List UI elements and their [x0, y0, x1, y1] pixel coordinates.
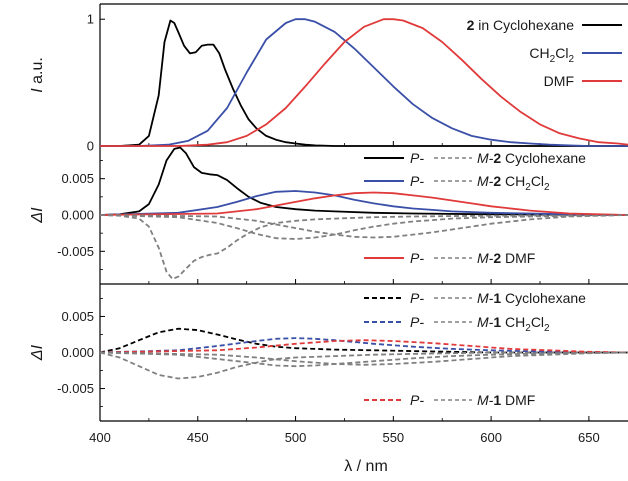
legend-label-p: P- — [410, 250, 424, 266]
legend-label-p: P- — [410, 150, 424, 166]
y-tick-label: -0.005 — [57, 244, 94, 259]
series-p-1-cyclohexane — [99, 327, 628, 354]
legend-label-p: P- — [410, 173, 424, 189]
series-p-1-ch2cl2 — [99, 337, 628, 354]
series-p-2-ch2cl2 — [99, 190, 628, 216]
x-tick-label: 400 — [89, 430, 111, 445]
x-tick-label: 500 — [285, 430, 307, 445]
legend-label: DMF — [544, 73, 574, 89]
series-layer — [99, 18, 628, 380]
series-m-2-ch2cl2 — [99, 214, 628, 240]
legend-label-p: P- — [410, 314, 424, 330]
series-m-1-cyclohexane — [99, 351, 628, 380]
legend-label: CH2Cl2 — [529, 45, 574, 65]
y-tick-label: 0.005 — [61, 309, 94, 324]
y-axis-label: I a.u. — [29, 57, 46, 93]
x-tick-label: 450 — [187, 430, 209, 445]
y-tick-label: 0.005 — [61, 171, 94, 186]
legend-layer: 2 in Cyclohexane CH2Cl2 DMF P- M-2 Cyclohexa… — [364, 17, 622, 408]
x-tick-label: 600 — [480, 430, 502, 445]
y-axis-label: ΔI — [29, 344, 46, 361]
y-tick-label: 0.000 — [61, 345, 94, 360]
series-m-2-dmf — [99, 214, 628, 239]
y-tick-label: 0.000 — [61, 208, 94, 223]
y-axis-label: ΔI — [29, 207, 46, 224]
series-m-1-dmf — [99, 351, 628, 366]
legend-label-m: M-2 CH2Cl2 — [477, 173, 550, 193]
x-axis-label: λ / nm — [344, 458, 388, 475]
y-tick-label: -0.005 — [57, 381, 94, 396]
series-2-in-cyclohexane — [100, 19, 628, 147]
legend-label: 2 in Cyclohexane — [467, 17, 575, 33]
x-tick-label: 550 — [382, 430, 404, 445]
series-ch2cl2 — [100, 18, 628, 147]
legend-label-m: M-1 Cyclohexane — [477, 290, 586, 306]
series-p-2-cyclohexane — [99, 146, 628, 216]
series-m-2-cyclohexane — [99, 214, 628, 280]
y-tick-label: 0 — [87, 139, 94, 154]
x-tick-label: 650 — [578, 430, 600, 445]
legend-label-m: M-2 Cyclohexane — [477, 150, 586, 166]
legend-label-p: P- — [410, 392, 424, 408]
series-m-1-ch2cl2 — [99, 351, 628, 368]
legend-label-m: M-1 CH2Cl2 — [477, 314, 550, 334]
legend-label-m: M-1 DMF — [477, 392, 535, 408]
axes-layer: 0 1 I a.u. 0.005 0.000 -0.005 ΔI 0.005 0.000 -0.0… — [29, 3, 628, 445]
series-dmf — [100, 18, 628, 147]
legend-label-p: P- — [410, 290, 424, 306]
series-p-2-dmf — [99, 191, 628, 216]
y-tick-label: 1 — [87, 12, 94, 27]
series-p-1-dmf — [99, 339, 628, 354]
legend-label-m: M-2 DMF — [477, 250, 535, 266]
